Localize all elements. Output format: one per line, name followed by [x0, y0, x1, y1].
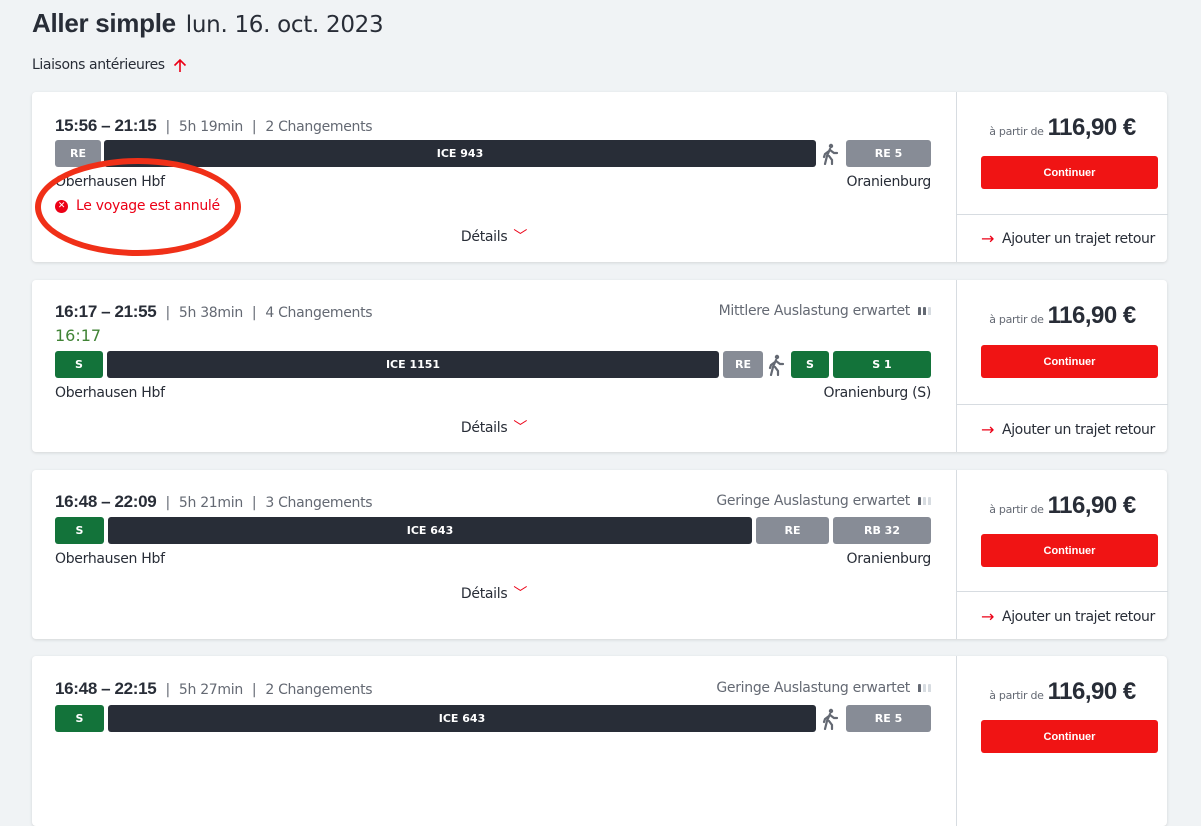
connection-summary: 15:56 – 21:15 | 5h 19min | 2 Changements — [55, 116, 373, 135]
chevron-down-icon: ﹀ — [513, 586, 528, 602]
price: à partir de 116,90 € — [989, 678, 1136, 705]
destination-station: Oranienburg — [846, 174, 932, 190]
arrow-up-icon — [173, 58, 186, 72]
price: à partir de 116,90 € — [989, 302, 1136, 329]
details-toggle[interactable]: Détails ﹀ — [460, 586, 528, 602]
segment[interactable]: S — [55, 351, 103, 378]
journey-bar: S ICE 1151 RE S S 1 — [55, 351, 931, 378]
occupancy-info: Geringe Auslastung erwartet — [716, 680, 931, 696]
arrow-right-icon: → — [981, 229, 995, 248]
travel-date: lun. 16. oct. 2023 — [185, 12, 384, 38]
segment[interactable]: S — [55, 705, 104, 732]
details-toggle[interactable]: Détails ﹀ — [460, 229, 528, 245]
details-toggle[interactable]: Détails ﹀ — [460, 420, 528, 436]
add-return-trip[interactable]: → Ajouter un trajet retour — [957, 591, 1168, 639]
price: à partir de 116,90 € — [989, 492, 1136, 519]
segment[interactable]: ICE 943 — [104, 140, 816, 167]
continue-button[interactable]: Continuer — [981, 720, 1158, 753]
segment[interactable]: ICE 643 — [108, 517, 752, 544]
earlier-label: Liaisons antérieures — [32, 57, 165, 73]
segment[interactable]: S — [55, 517, 104, 544]
journey-bar: S ICE 643 RE 5 — [55, 705, 931, 732]
origin-station: Oberhausen Hbf — [55, 385, 165, 401]
chevron-down-icon: ﹀ — [513, 229, 528, 245]
connection-card: 16:17 – 21:55 | 5h 38min | 4 Changements Mit… — [32, 280, 1168, 452]
arrow-right-icon: → — [981, 420, 995, 439]
chevron-down-icon: ﹀ — [513, 420, 528, 436]
segment[interactable]: S 1 — [833, 351, 931, 378]
walk-icon — [819, 708, 841, 730]
page-title: Aller simple lun. 16. oct. 2023 — [32, 8, 384, 39]
error-icon: ✕ — [55, 199, 68, 213]
price: à partir de 116,90 € — [989, 114, 1136, 141]
segment[interactable]: RE — [723, 351, 763, 378]
continue-button[interactable]: Continuer — [981, 345, 1158, 378]
walk-icon — [765, 354, 787, 376]
occupancy-info: Geringe Auslastung erwartet — [716, 493, 931, 509]
realtime-departure: 16:17 — [55, 326, 102, 345]
journey-bar: S ICE 643 RE RB 32 — [55, 517, 931, 544]
segment[interactable]: RE — [55, 140, 101, 167]
segment[interactable]: RB 32 — [833, 517, 931, 544]
occupancy-info: Mittlere Auslastung erwartet — [719, 303, 931, 319]
segment[interactable]: RE — [756, 517, 829, 544]
connection-summary: 16:48 – 22:15 | 5h 27min | 2 Changements — [55, 679, 373, 698]
continue-button[interactable]: Continuer — [981, 534, 1158, 567]
segment[interactable]: RE 5 — [846, 140, 931, 167]
occupancy-icon — [918, 684, 931, 692]
destination-station: Oranienburg (S) — [823, 385, 931, 401]
destination-station: Oranienburg — [846, 551, 932, 567]
segment[interactable]: ICE 643 — [108, 705, 816, 732]
journey-bar: RE ICE 943 RE 5 — [55, 140, 931, 167]
connection-summary: 16:48 – 22:09 | 5h 21min | 3 Changements — [55, 492, 373, 511]
cancellation-notice: ✕ Le voyage est annulé — [55, 198, 220, 214]
connection-card: 16:48 – 22:15 | 5h 27min | 2 Changements Ger… — [32, 656, 1167, 826]
origin-station: Oberhausen Hbf — [55, 174, 165, 190]
arrow-right-icon: → — [981, 607, 995, 626]
continue-button[interactable]: Continuer — [981, 156, 1158, 189]
segment[interactable]: ICE 1151 — [107, 351, 719, 378]
connection-summary: 16:17 – 21:55 | 5h 38min | 4 Changements — [55, 302, 373, 321]
segment[interactable]: RE 5 — [846, 705, 931, 732]
connection-card: 15:56 – 21:15 | 5h 19min | 2 Changements RE … — [32, 92, 1168, 262]
walk-icon — [819, 143, 841, 165]
segment[interactable]: S — [791, 351, 829, 378]
occupancy-icon — [918, 307, 931, 315]
add-return-trip[interactable]: → Ajouter un trajet retour — [957, 404, 1168, 452]
connection-card: 16:48 – 22:09 | 5h 21min | 3 Changements Ger… — [32, 470, 1168, 639]
occupancy-icon — [918, 497, 931, 505]
origin-station: Oberhausen Hbf — [55, 551, 165, 567]
add-return-trip[interactable]: → Ajouter un trajet retour — [957, 214, 1168, 262]
trip-type: Aller simple — [32, 8, 176, 38]
earlier-connections-link[interactable]: Liaisons antérieures — [32, 57, 187, 73]
